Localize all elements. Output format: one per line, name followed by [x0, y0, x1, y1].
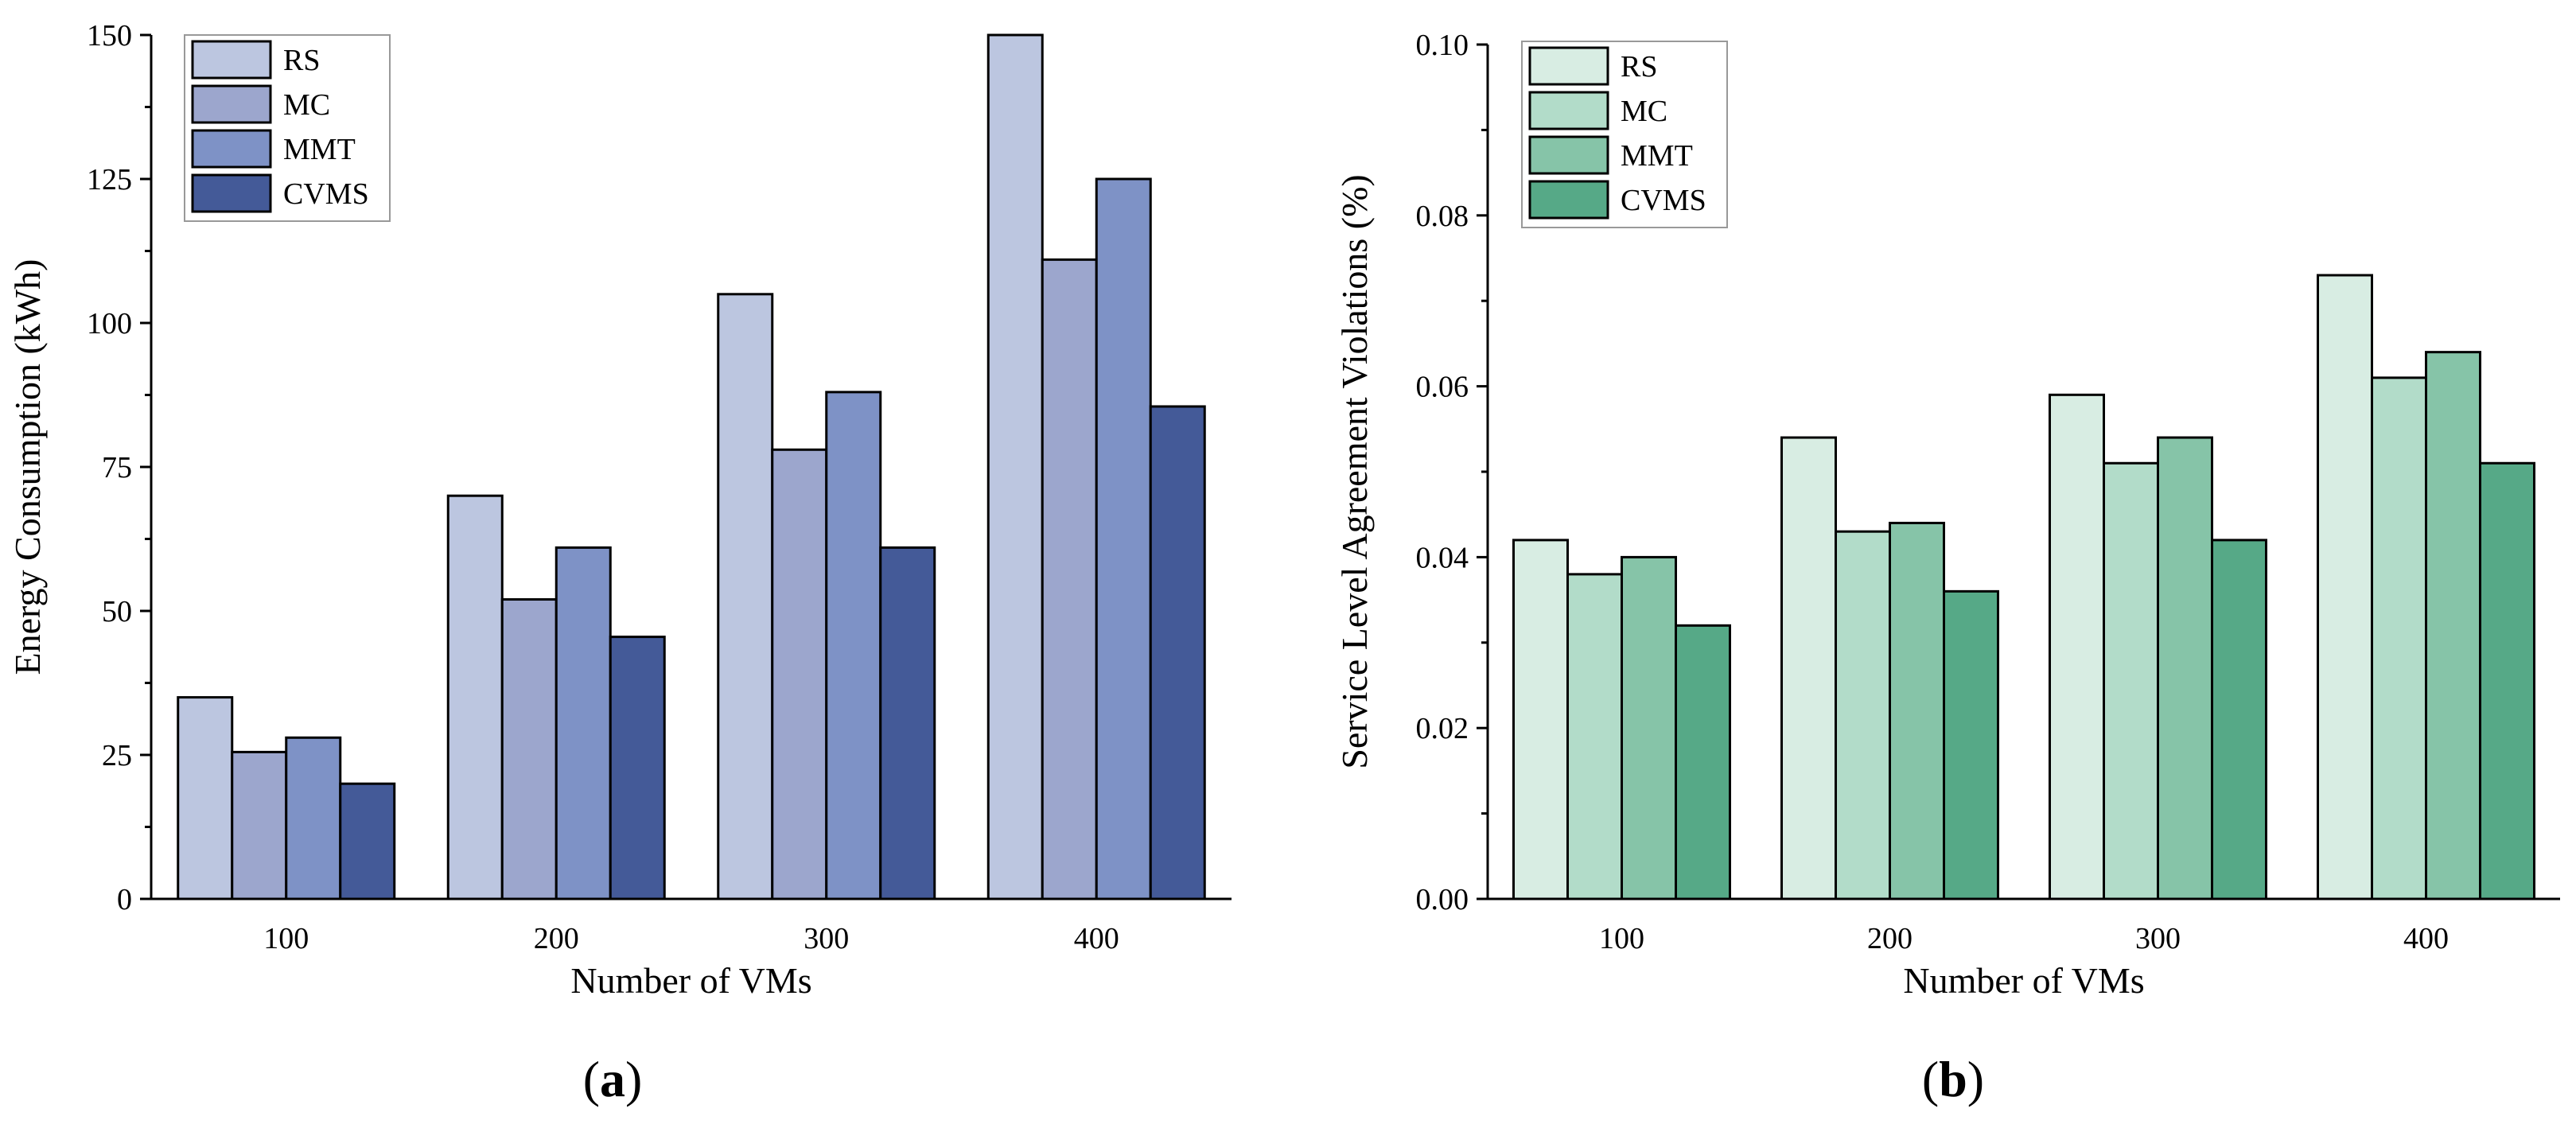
panel-b-bar-mmt-400 — [2425, 351, 2481, 900]
panel-a-bar-cvms-400 — [1149, 405, 1206, 900]
panel-b-bar-mc-200 — [1835, 530, 1891, 900]
panel-b-bar-cvms-200 — [1943, 589, 1999, 900]
panel-a-y-tick-label: 0 — [117, 883, 132, 916]
panel-b-legend-swatch-mc — [1528, 91, 1609, 130]
panel-b-y-tick-label: 0.04 — [1416, 541, 1469, 574]
panel-a-panel-label: (a) — [583, 1051, 643, 1107]
panel-b-bar-mmt-200 — [1889, 521, 1945, 900]
panel-b-x-tick-label: 300 — [2135, 922, 2181, 955]
panel-b-bar-cvms-100 — [1675, 624, 1731, 900]
panel-a-bar-mmt-100 — [285, 736, 342, 900]
panel-b-y-tick-label: 0.10 — [1416, 29, 1469, 62]
panel-b-bar-mmt-100 — [1621, 555, 1677, 900]
panel-a-x-tick-label: 300 — [804, 922, 849, 955]
panel-a-y-tick-label: 125 — [87, 163, 132, 196]
panel-a-legend-label-mmt: MMT — [283, 133, 356, 166]
panel-a-legend-label-mc: MC — [283, 88, 330, 122]
panel-a-bar-cvms-100 — [339, 782, 396, 900]
panel-b-bar-mc-300 — [2103, 461, 2159, 900]
panel-a-bar-mc-100 — [231, 750, 288, 900]
panel-a-y-tick-label: 50 — [102, 595, 132, 628]
panel-b-bar-mc-100 — [1566, 573, 1623, 900]
panel-b-bar-mc-400 — [2371, 376, 2427, 900]
panel-a-legend-label-cvms: CVMS — [283, 177, 369, 211]
panel-a-bar-rs-400 — [986, 33, 1044, 900]
panel-b-legend-label-cvms: CVMS — [1621, 184, 1706, 217]
panel-a-legend-swatch-mmt — [191, 129, 272, 169]
panel-a-bar-cvms-200 — [609, 636, 666, 900]
panel-b-y-axis-title: Service Level Agreement Violations (%) — [1334, 174, 1375, 768]
panel-a-legend-swatch-mc — [191, 84, 272, 124]
panel-b-bar-mmt-300 — [2157, 436, 2213, 900]
panel-a-y-tick-label: 100 — [87, 307, 132, 340]
panel-a-legend-swatch-rs — [191, 40, 272, 80]
panel-b-bar-rs-200 — [1780, 436, 1837, 900]
panel-b-y-tick-label: 0.02 — [1416, 712, 1469, 745]
panel-b-legend-label-rs: RS — [1621, 50, 1657, 84]
panel-b-legend-swatch-cvms — [1528, 180, 1609, 220]
panel-a-bar-mmt-400 — [1095, 177, 1152, 900]
panel-b-legend-label-mmt: MMT — [1621, 139, 1693, 173]
panel-b-x-axis-title: Number of VMs — [1903, 960, 2144, 1001]
panel-a-y-tick-label: 25 — [102, 739, 132, 772]
panel-a-bar-rs-200 — [446, 494, 504, 900]
panel-b-y-tick-label: 0.08 — [1416, 200, 1469, 233]
panel-b-y-tick-label: 0.00 — [1416, 883, 1469, 916]
panel-a-bar-mmt-300 — [825, 391, 882, 900]
panel-b-y-tick-label: 0.06 — [1416, 371, 1469, 404]
panel-a-bar-rs-300 — [717, 293, 774, 900]
panel-b-panel-label: (b) — [1922, 1051, 1984, 1107]
panel-a-x-axis-title: Number of VMs — [570, 960, 811, 1001]
panel-b-x-tick-label: 400 — [2403, 922, 2449, 955]
panel-a-bar-rs-100 — [177, 696, 234, 900]
panel-b-x-tick-label: 100 — [1599, 922, 1644, 955]
panel-a-x-tick-label: 200 — [534, 922, 579, 955]
panel-a-bar-mc-400 — [1041, 258, 1098, 900]
panel-b-bar-rs-100 — [1512, 539, 1569, 900]
panel-b-legend-swatch-rs — [1528, 46, 1609, 86]
panel-a-x-tick-label: 100 — [263, 922, 309, 955]
panel-a-bar-mmt-200 — [555, 546, 612, 900]
panel-a-bar-mc-200 — [500, 598, 558, 900]
panel-a-x-tick-label: 400 — [1074, 922, 1119, 955]
panel-a-legend-label-rs: RS — [283, 44, 320, 77]
panel-a-y-tick-label: 75 — [102, 451, 132, 484]
panel-a-y-axis-title: Energy Consumption (kWh) — [7, 259, 48, 675]
panel-b-bar-rs-300 — [2049, 393, 2105, 900]
panel-b-legend-label-mc: MC — [1621, 95, 1667, 128]
panel-b-x-tick-label: 200 — [1867, 922, 1913, 955]
panel-b-bar-cvms-400 — [2479, 461, 2535, 900]
panel-b-bar-cvms-300 — [2211, 539, 2267, 900]
panel-b-legend-swatch-mmt — [1528, 135, 1609, 175]
panel-b-bar-rs-400 — [2317, 274, 2373, 900]
panel-a-bar-cvms-300 — [879, 546, 936, 900]
panel-a-y-tick-label: 150 — [87, 19, 132, 53]
panel-a-legend-swatch-cvms — [191, 173, 272, 213]
panel-a-bar-mc-300 — [771, 448, 828, 900]
